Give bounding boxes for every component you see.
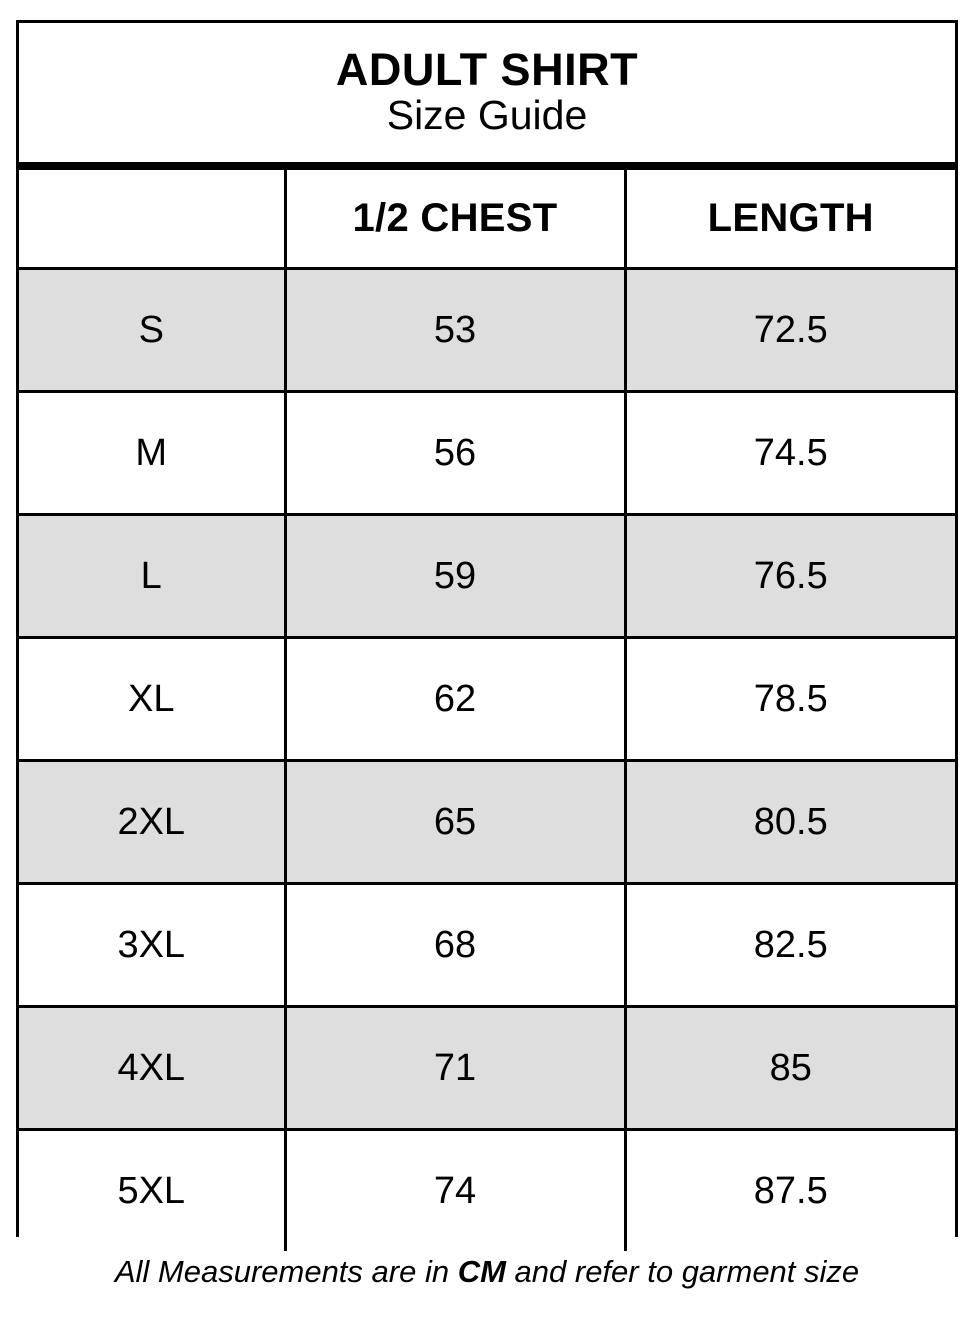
cell-chest: 65: [285, 760, 627, 885]
measurement-note: All Measurements are in CM and refer to …: [16, 1253, 958, 1290]
cell-size: 5XL: [19, 1129, 287, 1251]
cell-size: M: [19, 391, 287, 516]
cell-size: S: [19, 268, 287, 393]
table-row: L 59 76.5: [19, 514, 955, 639]
cell-size: XL: [19, 637, 287, 762]
measurement-note-prefix: All Measurements are in: [114, 1254, 458, 1289]
cell-length: 82.5: [625, 883, 955, 1008]
cell-chest: 74: [285, 1129, 627, 1251]
page-subtitle: Size Guide: [386, 92, 588, 139]
column-header-half-chest: 1/2 CHEST: [285, 170, 627, 270]
table-header-row: 1/2 CHEST LENGTH: [19, 170, 955, 270]
cell-length: 74.5: [625, 391, 955, 516]
table-row: S 53 72.5: [19, 268, 955, 393]
column-header-size: [19, 170, 287, 270]
cell-chest: 56: [285, 391, 627, 516]
cell-length: 76.5: [625, 514, 955, 639]
cell-chest: 53: [285, 268, 627, 393]
table-row: 5XL 74 87.5: [19, 1129, 955, 1251]
cell-length: 87.5: [625, 1129, 955, 1251]
chart-title-block: ADULT SHIRT Size Guide: [19, 23, 955, 170]
cell-chest: 59: [285, 514, 627, 639]
cell-length: 80.5: [625, 760, 955, 885]
table-row: 3XL 68 82.5: [19, 883, 955, 1008]
table-row: XL 62 78.5: [19, 637, 955, 762]
cell-length: 72.5: [625, 268, 955, 393]
table-row: 4XL 71 85: [19, 1006, 955, 1131]
table-body: S 53 72.5 M 56 74.5 L 59 76.5 XL 62: [19, 268, 955, 1251]
table-header: 1/2 CHEST LENGTH: [19, 170, 955, 270]
cell-length: 78.5: [625, 637, 955, 762]
table-row: 2XL 65 80.5: [19, 760, 955, 885]
cell-size: L: [19, 514, 287, 639]
table-row: M 56 74.5: [19, 391, 955, 516]
size-guide-table: 1/2 CHEST LENGTH S 53 72.5 M 56 74.5 L 5…: [19, 170, 955, 1251]
cell-chest: 71: [285, 1006, 627, 1131]
cell-size: 3XL: [19, 883, 287, 1008]
cell-size: 2XL: [19, 760, 287, 885]
column-header-length: LENGTH: [625, 170, 955, 270]
cell-chest: 62: [285, 637, 627, 762]
cell-length: 85: [625, 1006, 955, 1131]
cell-size: 4XL: [19, 1006, 287, 1131]
size-chart-frame: ADULT SHIRT Size Guide 1/2 CHEST LENGTH …: [16, 20, 958, 1251]
page-title: ADULT SHIRT: [335, 43, 639, 95]
measurement-note-unit: CM: [457, 1254, 506, 1289]
cell-chest: 68: [285, 883, 627, 1008]
measurement-note-suffix: and refer to garment size: [505, 1254, 860, 1289]
